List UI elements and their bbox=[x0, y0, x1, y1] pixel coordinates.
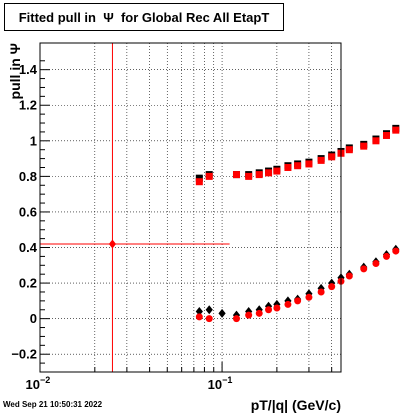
data-point-square bbox=[245, 172, 253, 180]
grid-lines bbox=[40, 43, 341, 372]
data-point-circle bbox=[284, 300, 292, 308]
y-tick-label: 1 bbox=[30, 133, 37, 148]
y-tick-label: 0 bbox=[30, 311, 37, 326]
data-marks bbox=[40, 43, 400, 372]
data-point-square bbox=[265, 169, 273, 177]
x-axis-label: pT/|q| (GeV/c) bbox=[251, 397, 341, 413]
series-2 bbox=[195, 126, 400, 186]
data-point-square bbox=[328, 153, 336, 161]
data-point-square bbox=[294, 162, 302, 170]
data-point-circle bbox=[195, 313, 203, 321]
data-point-circle bbox=[255, 309, 263, 317]
data-point-square bbox=[372, 137, 380, 145]
data-point-square bbox=[195, 174, 203, 182]
data-point-circle bbox=[305, 293, 313, 301]
data-point-square bbox=[205, 172, 213, 180]
data-point-diamond bbox=[328, 278, 336, 288]
data-point-square bbox=[305, 160, 313, 168]
data-point-circle bbox=[372, 260, 380, 268]
x-tick-label: 10 bbox=[208, 377, 222, 392]
series-4 bbox=[40, 43, 230, 372]
data-point-square bbox=[317, 156, 325, 164]
data-point-circle bbox=[382, 252, 390, 260]
y-tick-label: 0.2 bbox=[19, 276, 37, 291]
y-tick-label: 0.4 bbox=[19, 240, 38, 255]
y-axis-label: pull in Ψ bbox=[7, 43, 23, 99]
x-tick-label: 10 bbox=[26, 377, 40, 392]
data-point-circle bbox=[245, 311, 253, 319]
data-point-diamond bbox=[195, 307, 203, 317]
timestamp-footer: Wed Sep 21 10:50:31 2022 bbox=[3, 400, 103, 409]
y-tick-label: −0.2 bbox=[11, 347, 37, 362]
axis-ticks bbox=[39, 60, 333, 373]
data-point-square bbox=[232, 171, 240, 179]
x-tick-exponent: −2 bbox=[40, 375, 50, 385]
data-point-circle bbox=[294, 297, 302, 305]
data-point-diamond bbox=[108, 239, 117, 249]
data-point-circle bbox=[345, 272, 353, 280]
data-point-diamond bbox=[205, 305, 213, 315]
data-point-circle bbox=[360, 265, 368, 273]
data-point-square bbox=[392, 126, 400, 134]
data-point-diamond bbox=[218, 308, 226, 318]
data-point-circle bbox=[317, 288, 325, 296]
data-point-square bbox=[255, 171, 263, 179]
data-point-circle bbox=[232, 315, 240, 323]
data-point-square bbox=[195, 178, 203, 186]
x-tick-exponent: −1 bbox=[222, 375, 232, 385]
series-3 bbox=[195, 247, 400, 323]
data-point-circle bbox=[392, 247, 400, 255]
chart-title-box: Fitted pull in Ψ for Global Rec All Etap… bbox=[4, 3, 284, 31]
y-tick-label: 1.4 bbox=[19, 62, 38, 77]
data-point-circle bbox=[328, 283, 336, 291]
data-point-square bbox=[345, 146, 353, 154]
data-point-square bbox=[382, 131, 390, 139]
data-point-square bbox=[273, 167, 281, 175]
data-point-square bbox=[360, 142, 368, 150]
data-point-circle bbox=[205, 315, 213, 323]
plot-frame bbox=[39, 42, 342, 373]
tick-labels: −0.200.20.40.60.811.21.410−210−11 bbox=[11, 62, 232, 392]
y-tick-label: 0.8 bbox=[19, 169, 37, 184]
chart-title: Fitted pull in Ψ for Global Rec All Etap… bbox=[18, 9, 270, 25]
y-tick-label: 0.6 bbox=[19, 204, 37, 219]
data-point-circle bbox=[265, 306, 273, 314]
data-point-circle bbox=[273, 304, 281, 312]
y-tick-label: 1.2 bbox=[19, 98, 37, 113]
data-point-square bbox=[284, 163, 292, 171]
